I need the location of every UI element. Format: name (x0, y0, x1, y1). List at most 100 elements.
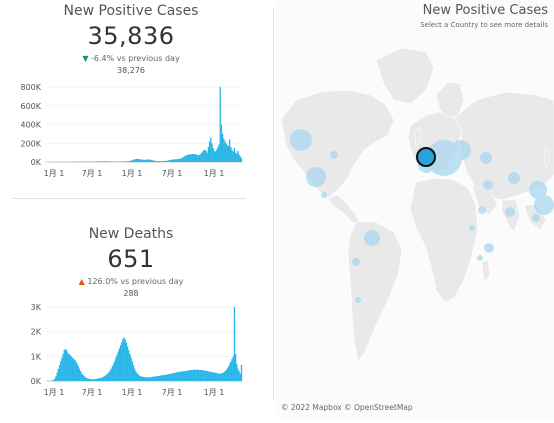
chart-bar[interactable] (57, 372, 58, 381)
chart-bar[interactable] (197, 155, 198, 162)
chart-bar[interactable] (119, 348, 120, 381)
chart-bar[interactable] (116, 354, 117, 381)
chart-bar[interactable] (73, 359, 74, 381)
chart-bar[interactable] (84, 376, 85, 381)
chart-bar[interactable] (202, 152, 203, 162)
chart-bar[interactable] (211, 143, 212, 162)
chart-bar[interactable] (209, 372, 210, 381)
chart-bar[interactable] (194, 154, 195, 162)
chart-bar[interactable] (198, 155, 199, 162)
chart-bar[interactable] (140, 376, 141, 381)
chart-bar[interactable] (163, 375, 164, 381)
chart-bar[interactable] (104, 376, 105, 381)
chart-bar[interactable] (203, 370, 204, 381)
chart-bar[interactable] (235, 153, 236, 162)
chart-bar[interactable] (155, 161, 156, 162)
chart-bar[interactable] (200, 370, 201, 381)
chart-bar[interactable] (125, 161, 126, 162)
chart-bar[interactable] (74, 360, 75, 381)
chart-bar[interactable] (237, 151, 238, 162)
chart-bar[interactable] (138, 375, 139, 381)
chart-bar[interactable] (196, 370, 197, 381)
chart-bar[interactable] (133, 365, 134, 381)
chart-bar[interactable] (121, 342, 122, 381)
chart-bar[interactable] (190, 154, 191, 162)
chart-bar[interactable] (62, 354, 63, 381)
chart-bar[interactable] (136, 159, 137, 162)
chart-bar[interactable] (136, 373, 137, 381)
chart-bar[interactable] (96, 161, 97, 162)
chart-bar[interactable] (113, 364, 114, 381)
chart-bar[interactable] (170, 160, 171, 162)
chart-bar[interactable] (205, 151, 206, 162)
chart-bar[interactable] (54, 379, 55, 381)
chart-bar[interactable] (177, 159, 178, 162)
chart-bar[interactable] (66, 350, 67, 381)
chart-bar[interactable] (201, 153, 202, 162)
chart-bar[interactable] (222, 373, 223, 381)
chart-bar[interactable] (201, 370, 202, 381)
chart-bar[interactable] (80, 371, 81, 381)
chart-bar[interactable] (194, 370, 195, 381)
chart-bar[interactable] (236, 154, 237, 162)
chart-bar[interactable] (167, 374, 168, 381)
chart-bar[interactable] (166, 375, 167, 381)
chart-bar[interactable] (176, 372, 177, 381)
chart-bar[interactable] (155, 376, 156, 381)
chart-bar[interactable] (181, 158, 182, 162)
chart-bar[interactable] (69, 355, 70, 381)
chart-bar[interactable] (143, 377, 144, 381)
chart-bar[interactable] (168, 374, 169, 381)
chart-bar[interactable] (142, 377, 143, 381)
chart-bar[interactable] (87, 379, 88, 381)
chart-bar[interactable] (188, 370, 189, 381)
chart-bar[interactable] (127, 161, 128, 162)
chart-bar[interactable] (216, 373, 217, 381)
selected-country-marker[interactable] (417, 148, 435, 166)
chart-bar[interactable] (158, 161, 159, 162)
map-attribution[interactable]: © 2022 Mapbox © OpenStreetMap (281, 403, 413, 412)
chart-bar[interactable] (177, 372, 178, 381)
chart-bar[interactable] (138, 159, 139, 162)
chart-bar[interactable] (187, 371, 188, 381)
chart-bar[interactable] (91, 379, 92, 381)
chart-bar[interactable] (222, 134, 223, 162)
chart-bar[interactable] (160, 376, 161, 381)
chart-bar[interactable] (214, 151, 215, 162)
chart-bar[interactable] (231, 150, 232, 162)
chart-bar[interactable] (212, 148, 213, 162)
chart-bar[interactable] (86, 378, 87, 381)
chart-bar[interactable] (184, 156, 185, 162)
chart-bar[interactable] (179, 372, 180, 381)
chart-bar[interactable] (199, 370, 200, 381)
chart-bar[interactable] (153, 377, 154, 381)
chart-bar[interactable] (209, 141, 210, 162)
chart-bar[interactable] (231, 359, 232, 381)
chart-bar[interactable] (159, 376, 160, 381)
chart-bar[interactable] (206, 371, 207, 381)
chart-bar[interactable] (197, 370, 198, 381)
chart-bar[interactable] (60, 361, 61, 381)
chart-bar[interactable] (180, 372, 181, 381)
chart-bar[interactable] (174, 373, 175, 381)
chart-bar[interactable] (182, 371, 183, 381)
chart-bar[interactable] (126, 343, 127, 381)
chart-bar[interactable] (187, 155, 188, 162)
chart-bar[interactable] (148, 159, 149, 162)
chart-bar[interactable] (124, 161, 125, 162)
chart-bar[interactable] (103, 161, 104, 162)
chart-bar[interactable] (135, 159, 136, 162)
chart-bar[interactable] (171, 160, 172, 162)
chart-bar[interactable] (165, 375, 166, 381)
chart-bar[interactable] (79, 369, 80, 381)
chart-bar[interactable] (162, 375, 163, 381)
chart-bar[interactable] (145, 160, 146, 162)
chart-bar[interactable] (192, 154, 193, 162)
chart-bar[interactable] (99, 161, 100, 162)
chart-bar[interactable] (223, 139, 224, 162)
chart-bar[interactable] (97, 161, 98, 162)
chart-bar[interactable] (172, 160, 173, 162)
chart-bar[interactable] (156, 161, 157, 162)
chart-bar[interactable] (107, 161, 108, 162)
